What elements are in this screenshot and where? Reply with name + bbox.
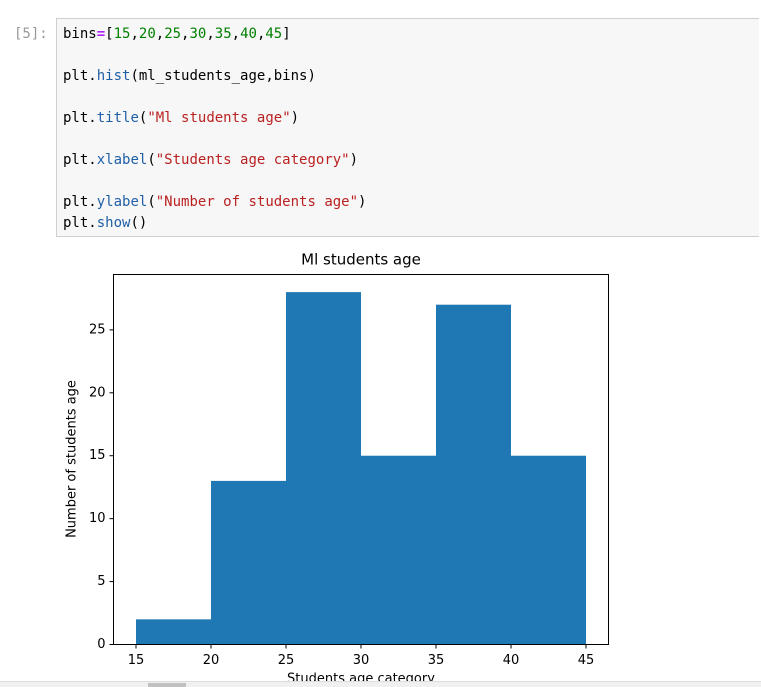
axes-frame	[113, 274, 609, 645]
y-tick-label: 15	[89, 448, 106, 463]
cell-prompt: [5]:	[14, 26, 48, 42]
x-tick-label: 40	[503, 653, 520, 668]
x-tick-label: 20	[203, 653, 220, 668]
y-tick-label: 20	[89, 385, 106, 400]
chart-title: Ml students age	[301, 251, 421, 269]
code-text[interactable]: bins=[15,20,25,30,35,40,45] plt.hist(ml_…	[63, 26, 367, 231]
x-tick-label: 15	[128, 653, 145, 668]
y-axis-label: Number of students age	[65, 380, 80, 538]
bar	[211, 480, 286, 645]
y-tick-label: 0	[97, 637, 105, 652]
y-tick-label: 5	[97, 574, 105, 589]
scroll-thumb[interactable]	[148, 683, 186, 687]
scrollbar[interactable]	[0, 681, 761, 687]
bar	[511, 455, 586, 645]
y-tick-label: 10	[89, 511, 106, 526]
y-tick-label: 25	[89, 322, 106, 337]
x-tick-label: 35	[428, 653, 445, 668]
x-tick-label: 25	[278, 653, 295, 668]
bar	[436, 304, 511, 645]
bar	[361, 455, 436, 645]
x-tick-label: 45	[578, 653, 595, 668]
bar	[136, 619, 211, 645]
bar	[286, 292, 361, 645]
x-tick-label: 30	[353, 653, 370, 668]
code-cell[interactable]: bins=[15,20,25,30,35,40,45] plt.hist(ml_…	[56, 18, 759, 237]
